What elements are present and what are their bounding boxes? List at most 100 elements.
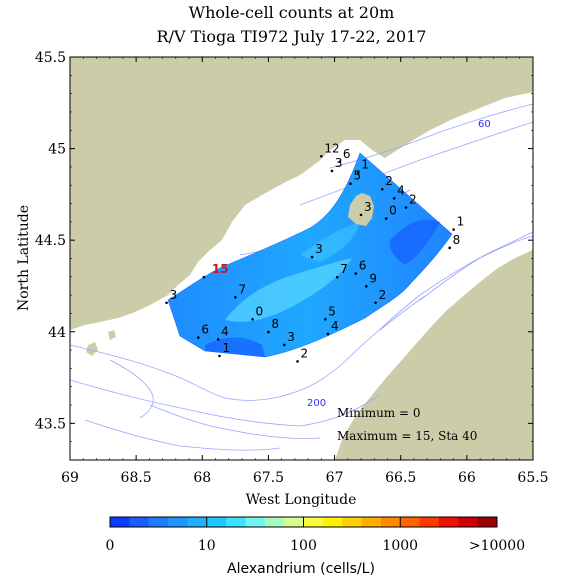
- station-dot: [384, 217, 388, 220]
- station-value: 3: [170, 288, 178, 302]
- station-dot: [404, 206, 408, 209]
- station-dot: [448, 246, 451, 250]
- station-dot: [349, 182, 352, 186]
- station-value: 0: [389, 204, 397, 218]
- station-dot: [326, 332, 330, 336]
- colorbar-tick-labels: 0 10 100 1000 >10000: [106, 517, 525, 554]
- station-dot: [365, 285, 368, 288]
- colorbar-swatch: [148, 517, 169, 527]
- x-tick-label: 67.5: [253, 470, 284, 486]
- land-maine-coast: [70, 57, 533, 330]
- station-value: 3: [287, 330, 295, 344]
- station-value: 0: [256, 304, 264, 318]
- colorbar-swatch: [322, 517, 343, 527]
- field-patch-dark-2: [205, 337, 265, 357]
- station-value: 6: [359, 258, 367, 272]
- station-dot: [251, 317, 254, 321]
- station-dot: [216, 338, 220, 341]
- station-dot: [324, 317, 327, 321]
- x-tick-label: 67: [326, 470, 344, 486]
- station-dot: [165, 301, 168, 305]
- colorbar-swatch: [400, 517, 421, 527]
- station-value: 4: [397, 183, 405, 197]
- colorbar-swatch: [303, 517, 324, 527]
- maximum-annotation: Maximum = 15, Sta 40: [337, 429, 477, 443]
- colorbar-swatch: [264, 517, 285, 527]
- x-axis: 69 68.5 68 67.5 67 66.5 6 6 65.5: [61, 57, 549, 486]
- station-value: 15: [212, 262, 229, 276]
- station-value: 8: [453, 233, 461, 247]
- station-dot: [335, 275, 339, 279]
- station-value: 2: [409, 193, 417, 207]
- colorbar-swatch: [380, 517, 401, 527]
- station-dot: [359, 213, 363, 217]
- station-dot: [330, 169, 334, 173]
- station-dot: [452, 228, 455, 231]
- colorbar-swatch: [129, 517, 150, 527]
- station-value: 3: [315, 242, 323, 256]
- x-tick-label: 68: [193, 470, 211, 486]
- y-tick-label: 45.5: [35, 50, 66, 66]
- station-value: 1: [457, 215, 465, 229]
- colorbar-tick-label: 0: [106, 538, 115, 554]
- x-tick-label: 65.5: [517, 470, 548, 486]
- station-value: 2: [301, 346, 309, 360]
- x-axis-title: West Longitude: [246, 492, 357, 508]
- y-tick-label: 45: [48, 142, 66, 158]
- contour-label-200: 200: [307, 398, 326, 409]
- colorbar-swatch: [110, 517, 130, 527]
- y-tick-label: 44.5: [35, 233, 66, 249]
- x-tick-label: 66.5: [385, 470, 416, 486]
- colorbar-swatch: [187, 517, 208, 527]
- colorbar-tick-label: >10000: [469, 538, 525, 554]
- station-dot: [354, 272, 358, 275]
- y-tick-label: 43.5: [35, 416, 66, 432]
- colorbar-swatch: [342, 517, 363, 527]
- station-value: 12: [324, 141, 339, 155]
- colorbar-tick-label: 1000: [382, 538, 418, 554]
- station-value: 2: [385, 174, 393, 188]
- grand-manan-in-field: [348, 193, 374, 226]
- colorbar-swatch: [458, 517, 479, 527]
- station-value: 4: [331, 319, 339, 333]
- station-value: 1: [361, 158, 369, 172]
- station-value: 7: [238, 282, 246, 296]
- minimum-annotation: Minimum = 0: [337, 406, 421, 420]
- colorbar-swatch: [284, 517, 304, 527]
- station-dot: [202, 275, 206, 279]
- station-dot: [234, 296, 237, 299]
- field-patch-light: [300, 222, 360, 262]
- station-dot: [392, 197, 396, 200]
- depth-contours: [70, 103, 533, 451]
- station-dot: [338, 160, 342, 164]
- field-patch-dark: [389, 219, 440, 265]
- station-dot: [218, 354, 221, 358]
- station-value: 3: [335, 156, 343, 170]
- station-dot: [374, 301, 377, 305]
- station-dot: [320, 154, 323, 158]
- station-value: 4: [221, 324, 229, 338]
- colorbar-swatch: [477, 517, 498, 527]
- station-value: 3: [364, 200, 372, 214]
- land-nova-scotia: [335, 250, 533, 460]
- station-value: 5: [328, 304, 336, 318]
- colorbar-swatch: [168, 517, 188, 527]
- station-dot: [310, 255, 314, 259]
- station-dot: [267, 330, 270, 334]
- colorbar-swatch: [226, 517, 246, 527]
- station-dot: [296, 360, 299, 363]
- station-value: 2: [379, 288, 387, 302]
- station-value: 6: [201, 323, 209, 337]
- map-title-line1: Whole-cell counts at 20m: [188, 3, 395, 22]
- x-tick-label: 68.5: [121, 470, 152, 486]
- colorbar-swatch: [206, 517, 227, 527]
- colorbar-title: Alexandrium (cells/L): [227, 561, 375, 577]
- station-dot: [283, 343, 286, 347]
- station-dot: [357, 171, 360, 175]
- contour-label-60: 60: [478, 119, 491, 130]
- colorbar-tick-label: 10: [198, 538, 216, 554]
- x-tick-label: 69: [61, 470, 79, 486]
- station-value: 5: [353, 169, 361, 183]
